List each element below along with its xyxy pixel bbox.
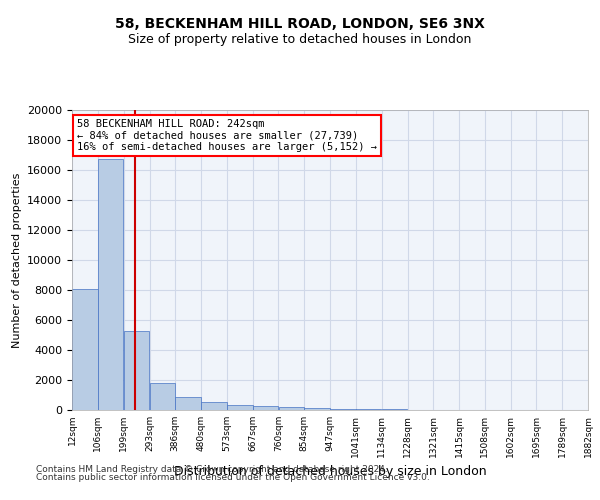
Y-axis label: Number of detached properties: Number of detached properties	[11, 172, 22, 348]
Text: Contains HM Land Registry data © Crown copyright and database right 2024.: Contains HM Land Registry data © Crown c…	[36, 465, 388, 474]
Bar	[124, 330, 149, 410]
Bar	[227, 405, 253, 410]
Bar	[356, 409, 382, 410]
Text: Size of property relative to detached houses in London: Size of property relative to detached ho…	[128, 32, 472, 46]
Bar	[201, 402, 227, 410]
Text: Contains public sector information licensed under the Open Government Licence v3: Contains public sector information licen…	[36, 472, 430, 482]
Bar	[278, 408, 304, 410]
Bar	[253, 406, 278, 410]
Bar	[72, 289, 98, 410]
Bar	[149, 383, 175, 410]
Text: 58 BECKENHAM HILL ROAD: 242sqm
← 84% of detached houses are smaller (27,739)
16%: 58 BECKENHAM HILL ROAD: 242sqm ← 84% of …	[77, 119, 377, 152]
X-axis label: Distribution of detached houses by size in London: Distribution of detached houses by size …	[173, 466, 487, 478]
Bar	[175, 396, 201, 410]
Bar	[304, 408, 330, 410]
Bar	[330, 409, 356, 410]
Bar	[98, 160, 124, 410]
Text: 58, BECKENHAM HILL ROAD, LONDON, SE6 3NX: 58, BECKENHAM HILL ROAD, LONDON, SE6 3NX	[115, 18, 485, 32]
